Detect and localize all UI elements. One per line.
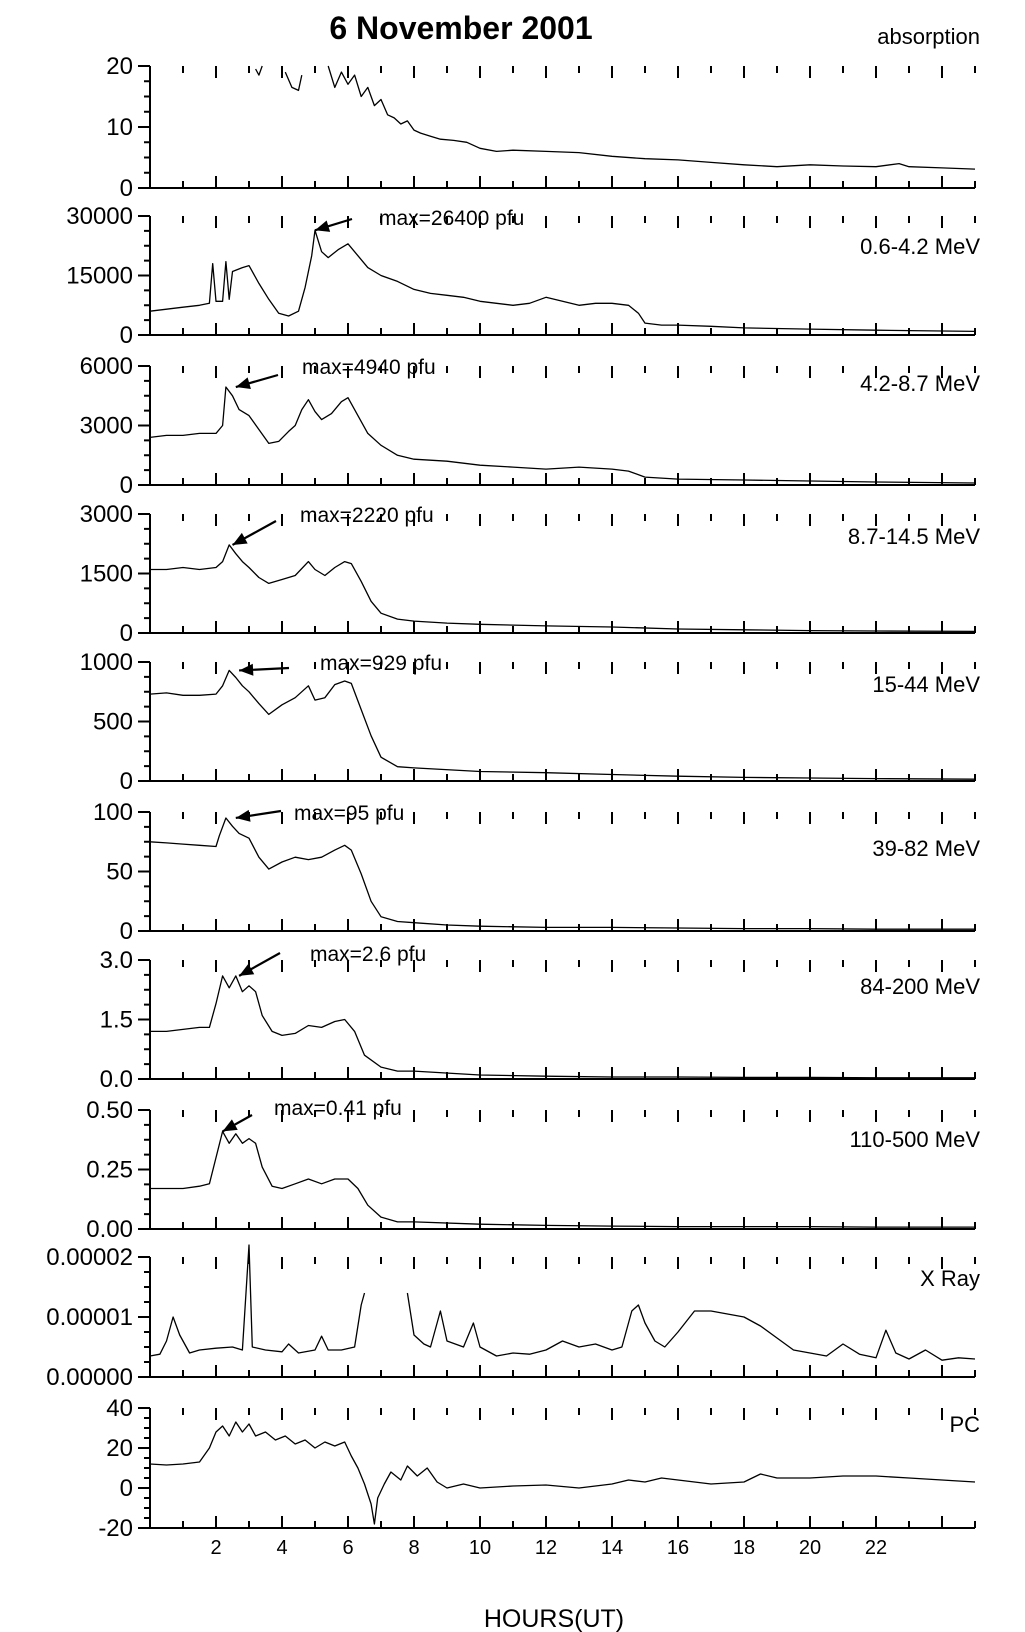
x-tick-label: 20	[799, 1537, 821, 1559]
max-annotation: max=4940 pfu	[302, 356, 436, 379]
x-tick-label: 2	[210, 1537, 221, 1559]
series-label: absorption	[877, 24, 980, 49]
y-tick-label: 3000	[80, 413, 133, 440]
panel-6: 0 50 100 39-82 MeV max=95 pfu	[93, 799, 980, 945]
series-line	[255, 65, 263, 76]
x-tick-label: 12	[535, 1537, 557, 1559]
y-tick-label: 20	[106, 1435, 133, 1462]
panel-5: 0 500 1000 15-44 MeV max=929 pfu	[80, 649, 981, 795]
y-tick-label: 1500	[80, 561, 133, 588]
series-line	[150, 544, 976, 633]
y-tick-label: 0	[120, 918, 133, 945]
y-tick-label: 40	[106, 1395, 133, 1422]
series-line	[149, 1244, 366, 1357]
panel-7: 0.0 1.5 3.0 84-200 MeV max=2.6 pfu	[100, 943, 981, 1093]
arrow-head	[235, 377, 251, 389]
series-line	[327, 65, 976, 170]
series-label: 84-200 MeV	[860, 974, 980, 999]
panel-2: 0 15000 30000 0.6-4.2 MeV max=26400 pfu	[66, 203, 980, 349]
max-annotation: max=95 pfu	[294, 802, 404, 825]
y-tick-label: 0.25	[86, 1157, 133, 1184]
series-line	[149, 669, 976, 780]
x-tick-label: 22	[865, 1537, 887, 1559]
y-tick-label: 0	[120, 1475, 133, 1502]
series-label: 39-82 MeV	[872, 836, 980, 861]
y-tick-label: 1000	[80, 649, 133, 676]
series-line	[406, 1292, 976, 1361]
y-tick-label: 0.00002	[46, 1244, 133, 1271]
y-tick-label: 100	[93, 799, 133, 826]
y-tick-label: 50	[106, 859, 133, 886]
series-label: 8.7-14.5 MeV	[848, 524, 980, 549]
arrow-head	[239, 663, 254, 676]
y-tick-label: -20	[98, 1515, 133, 1542]
series-line	[150, 1130, 975, 1228]
x-axis-title: HOURS(UT)	[484, 1605, 624, 1632]
panel-10: -20 0 20 40 PC	[98, 1395, 980, 1542]
series-line	[149, 1421, 976, 1525]
panel-8: 0.00 0.25 0.50 110-500 MeV max=0.41 pfu	[86, 1097, 980, 1243]
y-tick-label: 0.50	[86, 1097, 133, 1124]
arrow-head	[239, 963, 255, 976]
y-tick-label: 3.0	[100, 947, 133, 974]
y-tick-label: 0.00	[86, 1216, 133, 1243]
max-annotation: max=2220 pfu	[300, 504, 434, 527]
y-tick-label: 0	[120, 472, 133, 499]
y-tick-label: 0.00001	[46, 1304, 133, 1331]
series-label: 15-44 MeV	[872, 672, 980, 697]
y-tick-label: 1.5	[100, 1007, 133, 1034]
y-tick-label: 0	[120, 620, 133, 647]
y-tick-label: 10	[106, 114, 133, 141]
series-line	[149, 229, 976, 333]
y-tick-label: 20	[106, 53, 133, 80]
x-tick-label: 8	[408, 1537, 419, 1559]
series-label: 0.6-4.2 MeV	[860, 234, 980, 259]
series-label: PC	[949, 1412, 980, 1437]
x-tick-label: 16	[667, 1537, 689, 1559]
series-line	[284, 71, 303, 92]
y-tick-label: 0	[120, 175, 133, 202]
series-label: X Ray	[920, 1266, 980, 1291]
series-line	[149, 817, 975, 930]
y-tick-label: 6000	[80, 353, 133, 380]
arrow-head	[235, 809, 251, 822]
x-tick-label: 14	[601, 1537, 623, 1559]
y-tick-label: 0.0	[100, 1066, 133, 1093]
series-label: 4.2-8.7 MeV	[860, 371, 980, 396]
max-annotation: max=26400 pfu	[379, 207, 524, 230]
max-annotation: max=2.6 pfu	[310, 943, 426, 966]
x-tick-label: 10	[469, 1537, 491, 1559]
chart-title: 6 November 2001	[329, 10, 592, 46]
y-tick-label: 0	[120, 768, 133, 795]
x-tick-label: 6	[342, 1537, 353, 1559]
x-tick-label: 18	[733, 1537, 755, 1559]
series-line	[149, 386, 976, 484]
y-tick-label: 15000	[66, 263, 133, 290]
arrow-head	[232, 532, 248, 545]
panel-9: 0.00000 0.00001 0.00002 X Ray	[46, 1244, 980, 1391]
x-tick-labels: 2 4 6 8 10 12 14 16 18 20 22	[210, 1537, 887, 1559]
arrow-head	[315, 220, 331, 232]
y-tick-label: 3000	[80, 501, 133, 528]
x-tick-label: 4	[276, 1537, 287, 1559]
panel-1: 0 10 20 absorption	[106, 24, 980, 202]
arrow-head	[222, 1119, 238, 1132]
max-annotation: max=929 pfu	[320, 652, 442, 675]
panel-3: 0 3000 6000 4.2-8.7 MeV max=4940 pfu	[80, 353, 981, 499]
series-label: 110-500 MeV	[850, 1127, 981, 1152]
max-annotation: max=0.41 pfu	[274, 1097, 402, 1120]
y-tick-label: 0	[120, 322, 133, 349]
y-tick-label: 30000	[66, 203, 133, 230]
series-line	[150, 975, 975, 1079]
panel-4: 0 1500 3000 8.7-14.5 MeV max=2220 pfu	[80, 501, 981, 647]
y-tick-label: 0.00000	[46, 1364, 133, 1391]
y-tick-label: 500	[93, 709, 133, 736]
